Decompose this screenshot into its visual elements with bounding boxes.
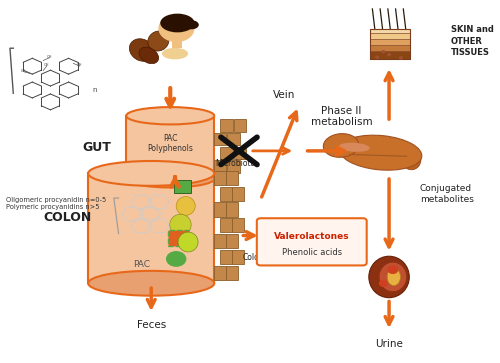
Circle shape [382, 51, 385, 53]
Ellipse shape [170, 214, 191, 235]
Ellipse shape [139, 47, 158, 64]
Text: SKIN and
OTHER
TISSUES: SKIN and OTHER TISSUES [451, 25, 494, 57]
Ellipse shape [339, 143, 370, 152]
Text: OH: OH [20, 69, 26, 73]
Ellipse shape [130, 39, 154, 61]
Circle shape [376, 56, 378, 58]
FancyBboxPatch shape [220, 187, 232, 201]
Ellipse shape [88, 271, 214, 296]
Ellipse shape [369, 256, 410, 298]
FancyBboxPatch shape [214, 266, 226, 280]
FancyBboxPatch shape [234, 147, 246, 159]
FancyBboxPatch shape [168, 230, 188, 246]
Text: Conjugated
metabolites: Conjugated metabolites [420, 184, 474, 204]
Ellipse shape [402, 150, 421, 170]
Text: Colonocyte: Colonocyte [243, 253, 286, 262]
Ellipse shape [176, 197, 195, 215]
Bar [370, 33, 410, 39]
FancyBboxPatch shape [220, 147, 233, 159]
FancyBboxPatch shape [227, 133, 240, 146]
Ellipse shape [379, 262, 406, 292]
Text: n: n [92, 87, 96, 93]
FancyBboxPatch shape [214, 171, 226, 185]
Text: Vein: Vein [273, 90, 295, 100]
FancyBboxPatch shape [232, 218, 244, 232]
Circle shape [158, 15, 194, 42]
Text: Feces: Feces [136, 320, 166, 330]
FancyBboxPatch shape [226, 171, 238, 185]
FancyBboxPatch shape [226, 266, 238, 280]
Text: PAC
Polyphenols: PAC Polyphenols [148, 134, 193, 154]
Text: Valerolactones: Valerolactones [274, 232, 349, 241]
Bar [370, 29, 410, 33]
FancyBboxPatch shape [220, 250, 232, 264]
Text: Microbiota: Microbiota [215, 159, 256, 168]
Text: Phenolic acids: Phenolic acids [282, 248, 342, 257]
Ellipse shape [148, 31, 169, 51]
Bar [126, 116, 214, 179]
FancyBboxPatch shape [227, 160, 240, 173]
Ellipse shape [387, 268, 400, 286]
Ellipse shape [324, 134, 358, 157]
Ellipse shape [162, 48, 188, 60]
Bar [370, 51, 410, 59]
Circle shape [388, 54, 390, 56]
Ellipse shape [184, 20, 199, 29]
Bar [172, 34, 182, 48]
Text: Urine: Urine [375, 339, 403, 349]
Ellipse shape [339, 135, 422, 170]
Bar [370, 45, 410, 51]
Text: Phase II
metabolism: Phase II metabolism [310, 106, 372, 127]
Bar [370, 29, 410, 59]
FancyBboxPatch shape [214, 133, 226, 146]
Ellipse shape [126, 170, 214, 187]
FancyBboxPatch shape [257, 218, 366, 265]
FancyBboxPatch shape [214, 203, 226, 217]
FancyBboxPatch shape [214, 160, 226, 173]
FancyBboxPatch shape [220, 119, 233, 132]
FancyBboxPatch shape [226, 234, 238, 248]
Text: Oligomeric procyanidin n=0-5
Polymeric procyanidins n>5: Oligomeric procyanidin n=0-5 Polymeric p… [6, 197, 106, 209]
Ellipse shape [126, 107, 214, 125]
Circle shape [400, 57, 402, 59]
Text: PAC: PAC [133, 260, 150, 269]
Text: OH: OH [44, 63, 50, 67]
Bar [370, 39, 410, 45]
FancyBboxPatch shape [232, 187, 244, 201]
Text: OH: OH [77, 63, 82, 67]
FancyBboxPatch shape [226, 203, 238, 217]
Text: GUT: GUT [82, 141, 111, 154]
Ellipse shape [88, 161, 214, 186]
FancyBboxPatch shape [214, 234, 226, 248]
Circle shape [166, 252, 186, 266]
FancyBboxPatch shape [220, 218, 232, 232]
Text: OH: OH [46, 55, 52, 59]
FancyBboxPatch shape [234, 119, 246, 132]
Circle shape [380, 281, 387, 286]
Ellipse shape [178, 232, 198, 252]
Circle shape [388, 266, 398, 273]
FancyBboxPatch shape [232, 250, 244, 264]
FancyBboxPatch shape [174, 180, 191, 193]
Ellipse shape [160, 14, 194, 32]
Bar [88, 174, 214, 283]
Text: COLON: COLON [44, 211, 92, 224]
